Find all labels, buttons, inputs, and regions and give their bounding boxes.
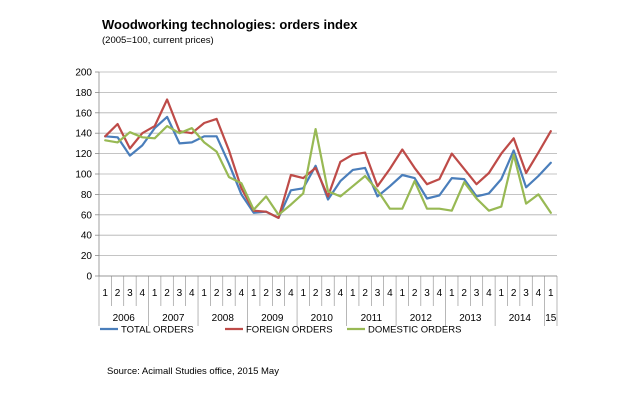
- x-tick-label: 2: [511, 288, 517, 299]
- y-tick-label: 160: [75, 108, 92, 119]
- x-tick-label: 3: [375, 288, 381, 299]
- x-tick-label: 1: [152, 288, 158, 299]
- y-tick-label: 80: [81, 190, 93, 201]
- year-label: 2009: [261, 313, 284, 324]
- source-note: Source: Acimall Studies office, 2015 May: [107, 366, 279, 377]
- x-tick-label: 1: [399, 288, 405, 299]
- x-tick-label: 2: [263, 288, 269, 299]
- x-tick-label: 1: [251, 288, 257, 299]
- x-tick-label: 1: [102, 288, 108, 299]
- x-tick-label: 4: [486, 288, 492, 299]
- x-tick-label: 1: [449, 288, 455, 299]
- x-tick-label: 3: [177, 288, 183, 299]
- year-label: 2011: [361, 313, 383, 324]
- year-label: 2010: [311, 313, 334, 324]
- y-tick-label: 120: [75, 149, 92, 160]
- legend-label: FOREIGN ORDERS: [246, 325, 333, 336]
- chart-subtitle: (2005=100, current prices): [102, 35, 214, 46]
- x-tick-label: 3: [127, 288, 133, 299]
- x-tick-label: 2: [164, 288, 170, 299]
- year-label: 2014: [509, 313, 532, 324]
- y-tick-label: 200: [75, 68, 92, 79]
- series-line: [104, 124, 552, 216]
- x-tick-label: 1: [548, 288, 554, 299]
- x-tick-label: 3: [523, 288, 529, 299]
- x-tick-label: 2: [412, 288, 418, 299]
- year-label: 2006: [113, 313, 136, 324]
- y-tick-label: 140: [75, 129, 92, 140]
- x-tick-label: 1: [201, 288, 207, 299]
- x-tick-label: 2: [214, 288, 220, 299]
- y-tick-label: 100: [75, 170, 92, 181]
- year-label: 15: [545, 313, 557, 324]
- y-tick-label: 180: [75, 88, 92, 99]
- legend-label: DOMESTIC ORDERS: [368, 325, 461, 336]
- x-tick-label: 4: [288, 288, 294, 299]
- x-tick-label: 2: [313, 288, 319, 299]
- x-tick-label: 4: [140, 288, 146, 299]
- x-tick-label: 2: [115, 288, 121, 299]
- chart-title: Woodworking technologies: orders index: [102, 17, 358, 32]
- x-tick-label: 1: [499, 288, 505, 299]
- x-tick-label: 3: [325, 288, 331, 299]
- year-label: 2013: [459, 313, 482, 324]
- x-tick-label: 4: [387, 288, 393, 299]
- y-tick-label: 60: [81, 210, 93, 221]
- y-tick-label: 20: [81, 251, 93, 262]
- x-tick-label: 3: [474, 288, 480, 299]
- x-tick-label: 4: [536, 288, 542, 299]
- year-label: 2007: [162, 313, 185, 324]
- x-tick-label: 3: [424, 288, 430, 299]
- legend-label: TOTAL ORDERS: [121, 325, 194, 336]
- year-label: 2012: [410, 313, 433, 324]
- year-label: 2008: [212, 313, 235, 324]
- y-tick-label: 0: [86, 272, 92, 283]
- y-tick-label: 40: [81, 231, 93, 242]
- x-tick-label: 2: [461, 288, 467, 299]
- x-tick-label: 1: [350, 288, 356, 299]
- x-tick-label: 3: [226, 288, 232, 299]
- x-tick-label: 4: [437, 288, 443, 299]
- x-tick-label: 4: [338, 288, 344, 299]
- x-tick-label: 1: [300, 288, 306, 299]
- x-tick-label: 4: [239, 288, 245, 299]
- x-tick-label: 2: [362, 288, 368, 299]
- x-tick-label: 3: [276, 288, 282, 299]
- series-line: [104, 98, 552, 219]
- x-tick-label: 4: [189, 288, 195, 299]
- series-line: [104, 115, 552, 219]
